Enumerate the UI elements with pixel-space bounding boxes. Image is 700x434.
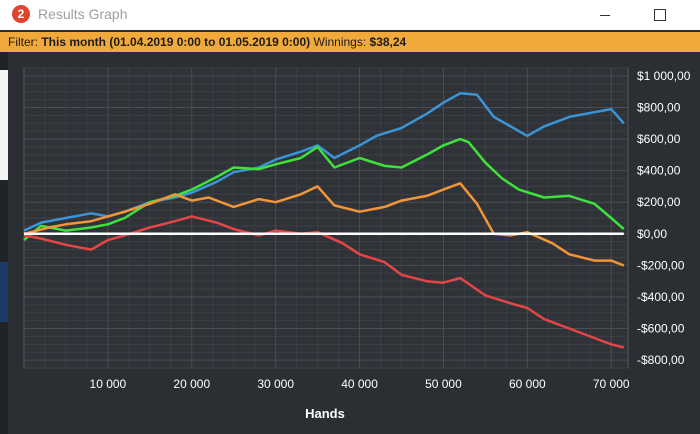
y-tick-label: -$800,00 bbox=[637, 353, 685, 367]
maximize-button[interactable] bbox=[637, 0, 683, 30]
window-title: Results Graph bbox=[38, 6, 128, 22]
x-tick-label: 70 000 bbox=[593, 377, 630, 391]
x-tick-label: 30 000 bbox=[257, 377, 294, 391]
background-window-fragment bbox=[0, 70, 8, 180]
maximize-icon bbox=[654, 9, 666, 22]
y-tick-label: -$600,00 bbox=[637, 322, 685, 336]
x-tick-label: 20 000 bbox=[173, 377, 210, 391]
filter-bar: Filter: This month (01.04.2019 0:00 to 0… bbox=[0, 32, 700, 52]
results-chart: $1 000,00 $800,00 $600,00 $400,00 $200,00 $0,… bbox=[23, 67, 691, 421]
y-tick-label: $0,00 bbox=[637, 227, 667, 241]
app-logo-icon: 2 bbox=[12, 5, 30, 23]
x-tick-label: 10 000 bbox=[90, 377, 127, 391]
y-tick-label: $1 000,00 bbox=[637, 69, 691, 83]
x-axis-title: Hands bbox=[305, 406, 345, 421]
y-tick-label: $200,00 bbox=[637, 195, 681, 209]
x-tick-label: 40 000 bbox=[341, 377, 378, 391]
title-bar: 2 Results Graph bbox=[0, 0, 700, 30]
y-tick-label: $400,00 bbox=[637, 164, 681, 178]
minimize-button[interactable] bbox=[582, 0, 628, 30]
series-line-2 bbox=[23, 182, 625, 267]
x-tick-label: 50 000 bbox=[425, 377, 462, 391]
background-window-fragment-blue bbox=[0, 262, 8, 322]
y-tick-label: -$200,00 bbox=[637, 258, 685, 272]
background-window-strip bbox=[0, 52, 8, 434]
minimize-icon bbox=[600, 14, 610, 16]
series-line-1 bbox=[23, 137, 625, 242]
series-line-3 bbox=[23, 215, 625, 349]
x-tick-label: 60 000 bbox=[509, 377, 546, 391]
filter-label: Filter: bbox=[8, 35, 38, 49]
y-tick-label: $600,00 bbox=[637, 132, 681, 146]
winnings-label: Winnings: bbox=[313, 35, 367, 49]
filter-period: This month (01.04.2019 0:00 to 01.05.201… bbox=[41, 35, 311, 49]
y-tick-label: -$400,00 bbox=[637, 290, 685, 304]
y-tick-label: $800,00 bbox=[637, 100, 681, 114]
winnings-value: $38,24 bbox=[369, 35, 407, 49]
